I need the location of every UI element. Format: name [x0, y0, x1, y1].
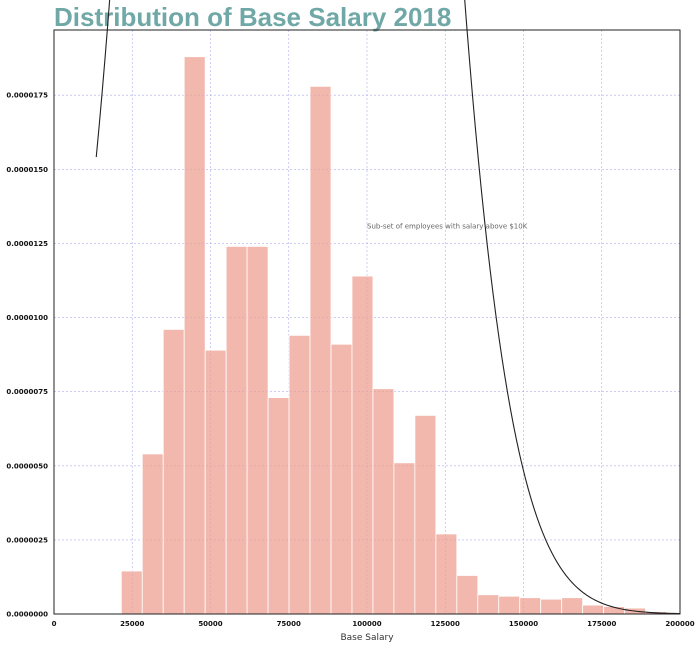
- x-tick-label: 100000: [352, 620, 381, 628]
- normal-fit-curve: [95, 0, 681, 615]
- histogram-bar: [582, 604, 605, 615]
- histogram-bar: [288, 334, 311, 615]
- histogram-bar: [309, 85, 332, 615]
- x-tick-label: 25000: [120, 620, 144, 628]
- histogram-bars: [120, 56, 681, 615]
- y-tick-label: 0.0000000: [6, 611, 48, 619]
- y-tick-label: 0.0000050: [6, 462, 48, 470]
- histogram-bar: [456, 575, 479, 615]
- x-tick-label: 75000: [277, 620, 301, 628]
- y-axis-ticks: 0.0000000 0.0000025 0.0000050 0.0000075 0.00…: [6, 92, 48, 619]
- histogram-bar: [120, 570, 143, 615]
- x-tick-label: 125000: [431, 620, 460, 628]
- histogram-bar: [330, 343, 353, 615]
- histogram-bar: [225, 246, 248, 615]
- x-tick-label: 150000: [509, 620, 538, 628]
- x-tick-label: 0: [52, 620, 57, 628]
- histogram-bar: [477, 594, 500, 615]
- x-tick-label: 200000: [665, 620, 694, 628]
- histogram-bar: [519, 597, 542, 615]
- y-tick-label: 0.0000125: [6, 240, 48, 248]
- plot-frame: [53, 29, 681, 615]
- histogram-bar: [372, 388, 395, 615]
- histogram-bar: [267, 397, 290, 615]
- y-tick-label: 0.0000150: [6, 166, 48, 174]
- x-tick-label: 50000: [198, 620, 222, 628]
- histogram-bar: [498, 595, 521, 615]
- histogram-bar: [435, 533, 458, 615]
- y-tick-label: 0.0000175: [6, 92, 48, 100]
- histogram-bar: [162, 329, 185, 615]
- histogram-bar: [351, 275, 374, 615]
- y-tick-label: 0.0000025: [6, 536, 48, 544]
- x-axis-label: Base Salary: [340, 633, 394, 643]
- chart-title: Distribution of Base Salary 2018: [54, 2, 452, 32]
- histogram-bar: [204, 349, 227, 615]
- histogram-bar: [246, 246, 269, 615]
- y-tick-label: 0.0000100: [6, 314, 48, 322]
- chart-annotation: Sub-set of employees with salary above $…: [367, 223, 528, 231]
- histogram-bar: [141, 453, 164, 615]
- histogram-bar: [393, 462, 416, 615]
- histogram-bar: [183, 56, 206, 615]
- histogram-bar: [561, 597, 584, 615]
- x-tick-label: 175000: [587, 620, 616, 628]
- y-tick-label: 0.0000075: [6, 388, 48, 396]
- histogram-bar: [540, 598, 563, 615]
- x-axis-ticks: 0 25000 50000 75000 100000 125000 150000 175000…: [52, 620, 695, 628]
- histogram-bar: [414, 414, 437, 615]
